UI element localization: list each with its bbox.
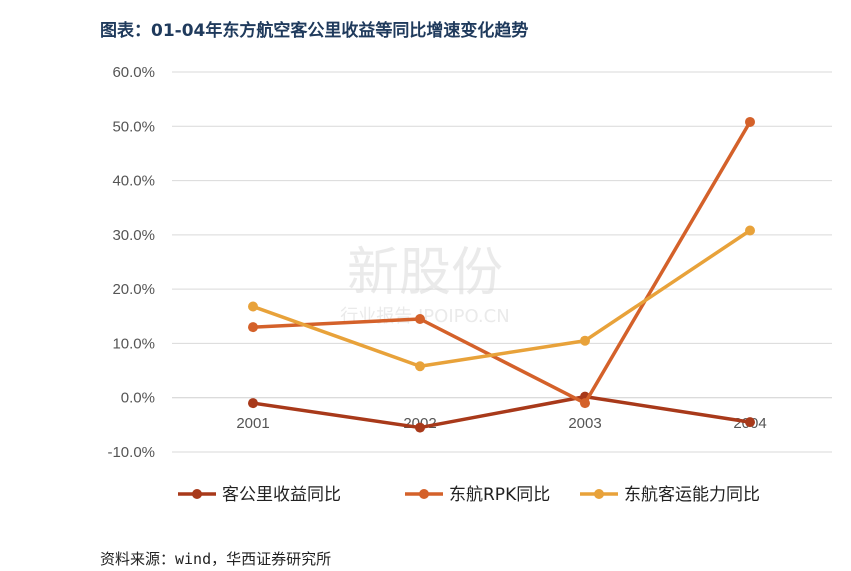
data-point (415, 361, 425, 372)
watermark-main: 新股份 (347, 243, 503, 303)
data-point (745, 116, 755, 127)
watermark: 新股份 行业报告 IPOIPO.CN (340, 243, 509, 327)
series-line-2 (252, 121, 752, 405)
y-tick-label: -10.0% (107, 444, 155, 461)
y-tick-label: 10.0% (112, 335, 155, 352)
y-tick-label: 60.0% (112, 64, 155, 81)
data-point (580, 398, 590, 409)
y-axis-tick-labels: -10.0% 0.0% 10.0% 20.0% 30.0% 40.0% 50.0% 60.0% (107, 64, 155, 461)
legend-label: 东航RPK同比 (449, 485, 550, 505)
data-point (248, 322, 258, 333)
x-tick-label: 2001 (236, 415, 269, 432)
source-note: 资料来源：wind，华西证券研究所 (100, 550, 332, 568)
watermark-sub: 行业报告 IPOIPO.CN (340, 306, 509, 327)
series-line-1 (252, 394, 751, 430)
y-tick-label: 0.0% (121, 390, 155, 407)
data-point (580, 335, 590, 346)
gridlines (172, 71, 832, 453)
y-tick-label: 30.0% (112, 227, 155, 244)
legend-marker (594, 489, 604, 499)
legend-label: 东航客运能力同比 (624, 485, 760, 505)
data-point (415, 422, 425, 433)
legend-marker (419, 489, 429, 499)
data-point (415, 314, 425, 324)
data-point (248, 301, 258, 312)
legend-marker (192, 489, 202, 499)
y-tick-label: 20.0% (112, 281, 155, 298)
y-tick-label: 40.0% (112, 173, 155, 190)
chart-title: 图表：01-04年东方航空客公里收益等同比增速变化趋势 (100, 21, 529, 41)
y-tick-label: 50.0% (112, 118, 155, 135)
legend-label: 客公里收益同比 (222, 485, 341, 505)
x-axis-tick-labels: 2001200220032004 (236, 415, 766, 432)
data-point (745, 417, 755, 428)
data-point (745, 225, 755, 236)
legend: 客公里收益同比 东航RPK同比 东航客运能力同比 (178, 485, 760, 505)
series-lines (248, 116, 755, 433)
x-tick-label: 2003 (568, 415, 601, 432)
data-point (248, 398, 258, 409)
series-line-3 (252, 229, 751, 368)
